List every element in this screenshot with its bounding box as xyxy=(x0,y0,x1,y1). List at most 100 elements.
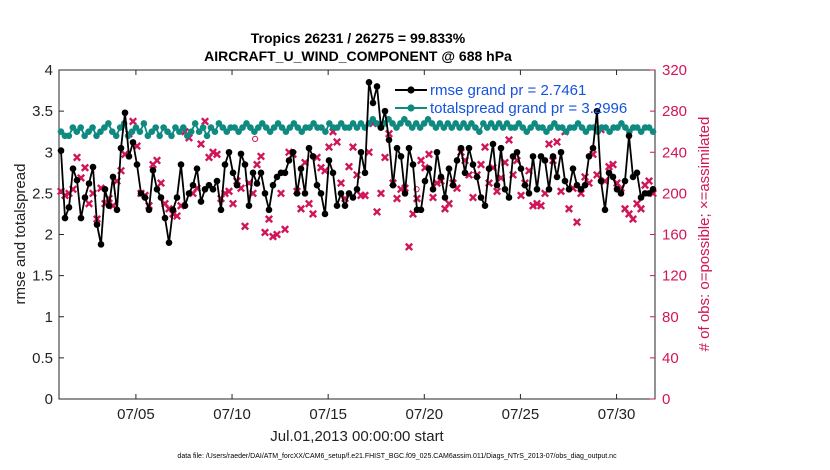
obs-x-stroke xyxy=(592,170,602,179)
obs-x-stroke xyxy=(380,153,390,162)
rmse-point xyxy=(589,144,597,152)
obs-assimilated-point xyxy=(404,242,414,251)
totalspread-point xyxy=(487,120,495,127)
rmse-point xyxy=(85,180,93,187)
obs-assimilated-point xyxy=(320,166,330,175)
obs-x-stroke xyxy=(252,160,262,169)
obs-assimilated-point xyxy=(504,135,514,144)
totalspread-point xyxy=(511,124,519,131)
totalspread-point xyxy=(116,124,124,131)
obs-x-stroke xyxy=(276,189,286,198)
obs-x-stroke xyxy=(96,184,106,193)
totalspread-point xyxy=(219,124,227,131)
rmse-point xyxy=(605,169,613,177)
totalspread-point xyxy=(262,124,270,131)
obs-x-stroke xyxy=(240,222,250,231)
obs-x-stroke xyxy=(164,204,174,213)
rmse-point xyxy=(505,194,513,201)
totalspread-point xyxy=(539,124,546,131)
legend-rmse-marker xyxy=(407,86,415,94)
obs-x-stroke xyxy=(492,187,502,196)
rmse-point xyxy=(285,157,293,164)
obs-x-stroke xyxy=(452,184,462,193)
totalspread-point xyxy=(614,124,621,131)
rmse-point xyxy=(517,165,525,172)
rmse-point xyxy=(357,148,365,156)
rmse-point xyxy=(221,161,229,168)
totalspread-point xyxy=(543,128,550,135)
totalspread-point xyxy=(519,124,527,131)
obs-x-stroke xyxy=(572,218,582,227)
obs-assimilated-point xyxy=(476,160,486,169)
totalspread-point xyxy=(649,128,657,135)
obs-possible-point xyxy=(252,135,259,142)
y-axis-right-label: # of obs: o=possible; ×=assimilated xyxy=(696,117,713,352)
totalspread-point xyxy=(618,120,625,127)
obs-x-stroke xyxy=(604,162,614,171)
rmse-point xyxy=(257,169,265,177)
rmse-point xyxy=(105,202,113,210)
obs-x-stroke xyxy=(608,160,618,169)
totalspread-point xyxy=(476,128,483,135)
totalspread-point xyxy=(408,124,416,131)
totalspread-point xyxy=(132,124,140,131)
obs-assimilated-point xyxy=(532,199,542,208)
rmse-point xyxy=(245,202,253,210)
obs-x-stroke xyxy=(432,179,442,188)
totalspread-point xyxy=(223,128,231,135)
totalspread-point xyxy=(424,116,432,123)
totalspread-point xyxy=(582,128,590,135)
totalspread-point xyxy=(606,128,613,135)
y-right-tick-label: 200 xyxy=(662,185,687,202)
totalspread-point xyxy=(112,132,120,140)
rmse-point xyxy=(433,148,441,156)
obs-x-stroke xyxy=(324,143,334,152)
rmse-point xyxy=(609,173,617,181)
totalspread-point xyxy=(444,120,452,127)
obs-assimilated-point xyxy=(636,204,646,213)
rmse-point xyxy=(321,210,329,218)
rmse-point xyxy=(65,204,73,211)
rmse-point xyxy=(557,148,565,156)
totalspread-point xyxy=(187,128,195,135)
rmse-point xyxy=(253,180,261,187)
obs-assimilated-point xyxy=(172,211,182,221)
rmse-point xyxy=(637,194,645,201)
y-tick-label: 4 xyxy=(45,62,53,79)
rmse-point xyxy=(309,153,317,160)
x-tick-label: 07/30 xyxy=(598,406,636,423)
rmse-point xyxy=(141,194,149,201)
obs-x-stroke xyxy=(228,199,238,208)
rmse-point xyxy=(281,169,289,177)
rmse-point xyxy=(97,241,105,248)
totalspread-point xyxy=(436,120,444,127)
obs-assimilated-point xyxy=(372,207,382,216)
rmse-point xyxy=(469,161,477,168)
rmse-point xyxy=(261,190,269,197)
y-tick-label: 0.5 xyxy=(32,350,53,367)
rmse-point xyxy=(489,140,497,148)
obs-assimilated-point xyxy=(552,137,562,147)
rmse-point xyxy=(533,185,541,193)
rmse-point xyxy=(389,181,397,189)
rmse-point xyxy=(197,198,205,205)
rmse-point xyxy=(617,190,625,197)
obs-assimilated-point xyxy=(156,179,166,188)
y-tick-label: 3 xyxy=(45,144,53,161)
obs-assimilated-point xyxy=(556,187,566,196)
totalspread-point xyxy=(108,128,116,135)
totalspread-point xyxy=(57,128,65,135)
y-right-tick-label: 0 xyxy=(662,391,670,408)
legend: rmse grand pr = 2.7461 totalspread grand… xyxy=(395,82,627,117)
rmse-point xyxy=(101,185,109,193)
y-tick-label: 1 xyxy=(45,309,53,326)
totalspread-point xyxy=(337,120,345,127)
obs-x-stroke xyxy=(172,211,182,221)
rmse-point xyxy=(577,185,585,193)
obs-assimilated-point xyxy=(376,189,386,198)
rmse-point xyxy=(361,169,369,177)
rmse-point xyxy=(625,132,633,140)
x-tick-label: 07/05 xyxy=(117,406,155,423)
rmse-point xyxy=(169,206,177,214)
totalspread-point xyxy=(523,128,531,135)
